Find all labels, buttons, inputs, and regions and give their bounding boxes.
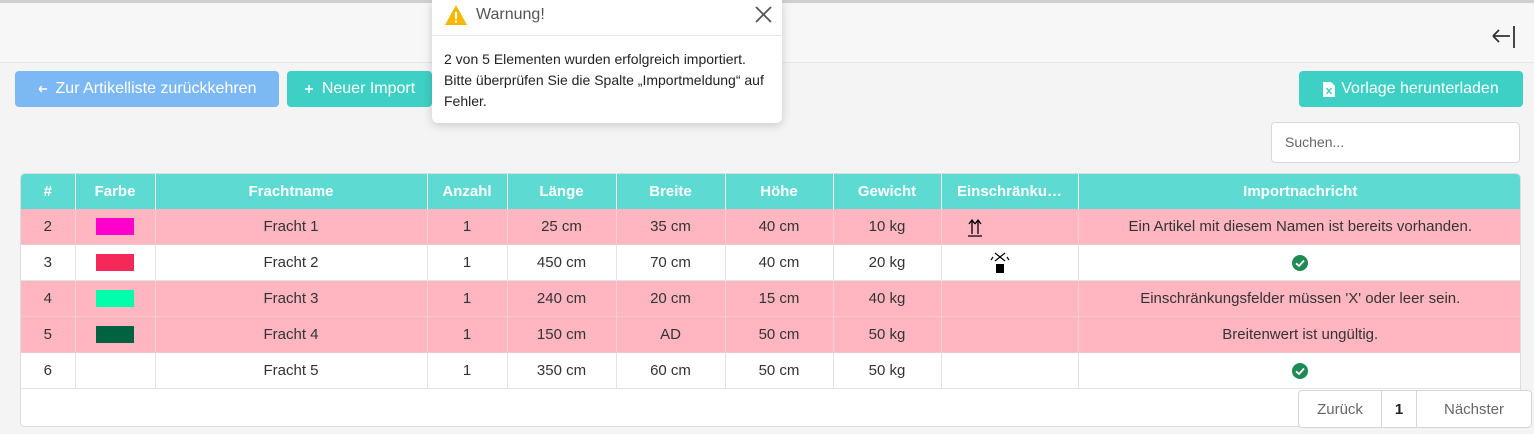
cell <box>941 316 1079 353</box>
back-button[interactable]: Zur Artikelliste zurückkehren <box>15 71 279 107</box>
color-swatch <box>96 326 134 344</box>
column-header: Einschränku… <box>941 174 1079 209</box>
column-header: Höhe <box>725 174 834 209</box>
cell <box>75 280 156 317</box>
cell: 1 <box>427 280 508 317</box>
cell <box>75 316 156 353</box>
cell: 20 kg <box>833 244 942 281</box>
cell <box>75 209 156 245</box>
close-button[interactable] <box>754 5 773 24</box>
next-button[interactable]: Nächster <box>1443 400 1505 418</box>
cell: 1 <box>427 352 508 389</box>
color-swatch <box>96 254 134 272</box>
row: 4 Fracht 3 1 240 cm 20 cm 15 cm 40 kg Ei… <box>21 280 1520 317</box>
toast-title: Warnung! <box>476 6 545 23</box>
prev-button[interactable]: Zurück <box>1299 391 1382 427</box>
toast-message: 2 von 5 Elementen wurden erfolgreich imp… <box>444 51 764 109</box>
column-header: Frachtname <box>155 174 428 209</box>
column-header: Anzahl <box>427 174 508 209</box>
collapse-icon[interactable] <box>1490 24 1518 50</box>
cell: 40 cm <box>725 209 834 245</box>
cell: 150 cm <box>507 316 617 353</box>
cell: Breitenwert ist ungültig. <box>1078 316 1520 353</box>
cell: 350 cm <box>507 352 617 389</box>
warning-icon <box>445 5 467 25</box>
cell: 15 cm <box>725 280 834 317</box>
cell: 35 cm <box>616 209 726 245</box>
cell <box>75 244 156 281</box>
button-label: Zur Artikelliste zurückkehren <box>55 80 257 97</box>
button-label: Neuer Import <box>321 80 416 97</box>
cell: 450 cm <box>507 244 617 281</box>
color-swatch <box>96 218 134 236</box>
cell: 40 cm <box>725 244 834 281</box>
cell: 4 <box>21 280 76 317</box>
file-icon <box>1323 81 1336 97</box>
success-icon <box>1292 254 1309 271</box>
row: 3 Fracht 2 1 450 cm 70 cm 40 cm 20 kg <box>21 244 1520 281</box>
cell: Fracht 5 <box>155 352 428 389</box>
cell <box>941 209 1079 245</box>
cell: 50 cm <box>725 316 834 353</box>
cell: Einschränkungsfelder müssen 'X' oder lee… <box>1078 280 1520 317</box>
plus-icon <box>304 85 313 93</box>
cell <box>941 280 1079 317</box>
column-header: Länge <box>507 174 617 209</box>
row: 5 Fracht 4 1 150 cm AD 50 cm 50 kg Breit… <box>21 316 1520 353</box>
search-placeholder: Suchen... <box>1285 134 1345 150</box>
cell <box>1078 244 1520 281</box>
button-label: Vorlage herunterladen <box>1341 80 1499 97</box>
cell <box>75 352 156 389</box>
cell: 1 <box>427 209 508 245</box>
cell: Fracht 3 <box>155 280 428 317</box>
cell: 6 <box>21 352 76 389</box>
cell: 20 cm <box>616 280 726 317</box>
pagination: Zurück 1 Nächster <box>1298 390 1532 428</box>
new-import-button[interactable]: Neuer Import <box>287 71 432 107</box>
cell: Fracht 4 <box>155 316 428 353</box>
cell <box>941 244 1079 281</box>
table: # Farbe Frachtname Anzahl Länge Breite H… <box>21 174 1520 389</box>
cell <box>941 352 1079 389</box>
page-button[interactable]: 1 <box>1382 391 1417 427</box>
cell: 60 cm <box>616 352 726 389</box>
column-header: # <box>21 174 76 209</box>
cell: 1 <box>427 244 508 281</box>
cell: 50 cm <box>725 352 834 389</box>
download-button[interactable]: Vorlage herunterladen <box>1299 71 1523 107</box>
row: 2 Fracht 1 1 25 cm 35 cm 40 cm 10 kg Ein… <box>21 209 1520 245</box>
color-swatch <box>96 290 134 308</box>
cell <box>1078 352 1520 389</box>
column-header: Importnachricht <box>1078 174 1520 209</box>
warning-toast: Warnung! 2 von 5 Elementen wurden erfolg… <box>432 0 782 123</box>
column-header: Farbe <box>75 174 156 209</box>
search-input[interactable]: Suchen... <box>1271 122 1520 163</box>
cell: Fracht 1 <box>155 209 428 245</box>
cell: 5 <box>21 316 76 353</box>
toast-separator <box>432 35 782 36</box>
cell: 50 kg <box>833 316 942 353</box>
cell: 1 <box>427 316 508 353</box>
table-card: # Farbe Frachtname Anzahl Länge Breite H… <box>20 173 1521 427</box>
arrow-icon <box>38 85 47 93</box>
header-row: # Farbe Frachtname Anzahl Länge Breite H… <box>21 174 1520 209</box>
do-not-stack-icon <box>990 252 1009 273</box>
row: 6 Fracht 5 1 350 cm 60 cm 50 cm 50 kg <box>21 352 1520 389</box>
cell: Ein Artikel mit diesem Namen ist bereits… <box>1078 209 1520 245</box>
cell: 50 kg <box>833 352 942 389</box>
cell: 10 kg <box>833 209 942 245</box>
cell: Fracht 2 <box>155 244 428 281</box>
cell: 25 cm <box>507 209 617 245</box>
cell: 70 cm <box>616 244 726 281</box>
cell: 3 <box>21 244 76 281</box>
column-header: Gewicht <box>833 174 942 209</box>
cell: 40 kg <box>833 280 942 317</box>
success-icon <box>1292 362 1309 379</box>
cell: AD <box>616 316 726 353</box>
this-side-up-icon <box>967 218 982 237</box>
column-header: Breite <box>616 174 726 209</box>
cell: 2 <box>21 209 76 245</box>
cell: 240 cm <box>507 280 617 317</box>
